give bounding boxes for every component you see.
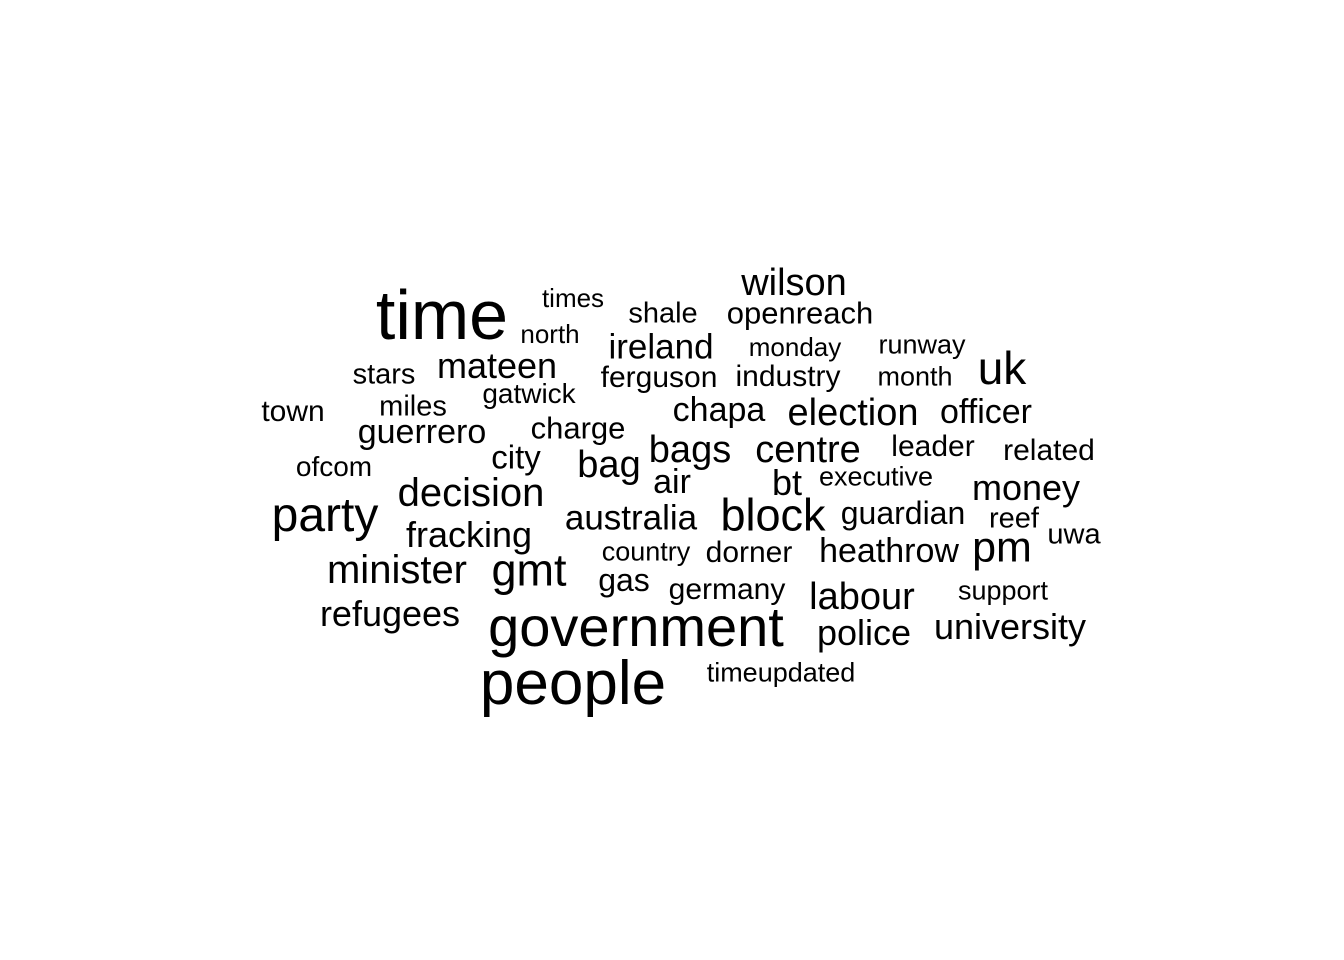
word-uk: uk xyxy=(977,342,1027,394)
word-openreach: openreach xyxy=(726,295,874,331)
word-timeupdated: timeupdated xyxy=(706,657,856,688)
word-minister: minister xyxy=(326,548,468,592)
word-police: police xyxy=(816,612,912,653)
word-gas: gas xyxy=(598,562,650,598)
word-people: people xyxy=(479,649,667,718)
word-ferguson: ferguson xyxy=(600,361,718,394)
word-money: money xyxy=(971,467,1081,508)
word-executive: executive xyxy=(818,461,934,492)
word-fracking: fracking xyxy=(405,514,533,555)
word-uwa: uwa xyxy=(1047,518,1101,551)
word-wilson: wilson xyxy=(741,262,847,304)
word-election: election xyxy=(787,392,919,434)
word-bags: bags xyxy=(648,429,732,471)
word-air: air xyxy=(653,463,691,501)
word-charge: charge xyxy=(530,410,626,446)
word-north: north xyxy=(520,319,580,349)
word-dorner: dorner xyxy=(705,536,793,569)
word-pm: pm xyxy=(972,523,1032,572)
word-officer: officer xyxy=(940,393,1032,431)
word-monday: monday xyxy=(748,332,842,362)
word-month: month xyxy=(877,361,953,392)
word-runway: runway xyxy=(878,329,966,360)
word-labour: labour xyxy=(809,576,915,618)
word-party: party xyxy=(271,489,379,542)
word-chapa: chapa xyxy=(672,391,766,429)
word-reef: reef xyxy=(989,502,1039,535)
word-government: government xyxy=(488,595,784,658)
word-germany: germany xyxy=(668,573,786,606)
word-ireland: ireland xyxy=(608,327,714,367)
word-leader: leader xyxy=(891,430,975,463)
word-australia: australia xyxy=(564,498,698,538)
word-gmt: gmt xyxy=(491,544,567,596)
word-guerrero: guerrero xyxy=(357,413,487,451)
word-miles: miles xyxy=(379,390,447,423)
word-university: university xyxy=(933,606,1087,647)
word-centre: centre xyxy=(755,429,861,471)
word-shale: shale xyxy=(628,297,698,330)
word-country: country xyxy=(601,536,691,567)
word-block: block xyxy=(720,489,826,541)
word-refugees: refugees xyxy=(319,593,461,634)
word-bag: bag xyxy=(577,444,641,486)
word-mateen: mateen xyxy=(436,345,558,386)
word-gatwick: gatwick xyxy=(482,378,576,409)
word-industry: industry xyxy=(735,360,841,393)
word-decision: decision xyxy=(397,471,545,515)
word-ofcom: ofcom xyxy=(295,451,373,482)
word-heathrow: heathrow xyxy=(819,532,959,570)
word-support: support xyxy=(957,575,1049,606)
word-time: time xyxy=(375,276,509,354)
word-bt: bt xyxy=(771,462,803,503)
word-town: town xyxy=(261,395,325,428)
word-times: times xyxy=(541,283,605,313)
word-related: related xyxy=(1003,434,1095,467)
word-stars: stars xyxy=(352,358,416,391)
word-guardian: guardian xyxy=(840,495,966,531)
word-city: city xyxy=(491,438,541,476)
